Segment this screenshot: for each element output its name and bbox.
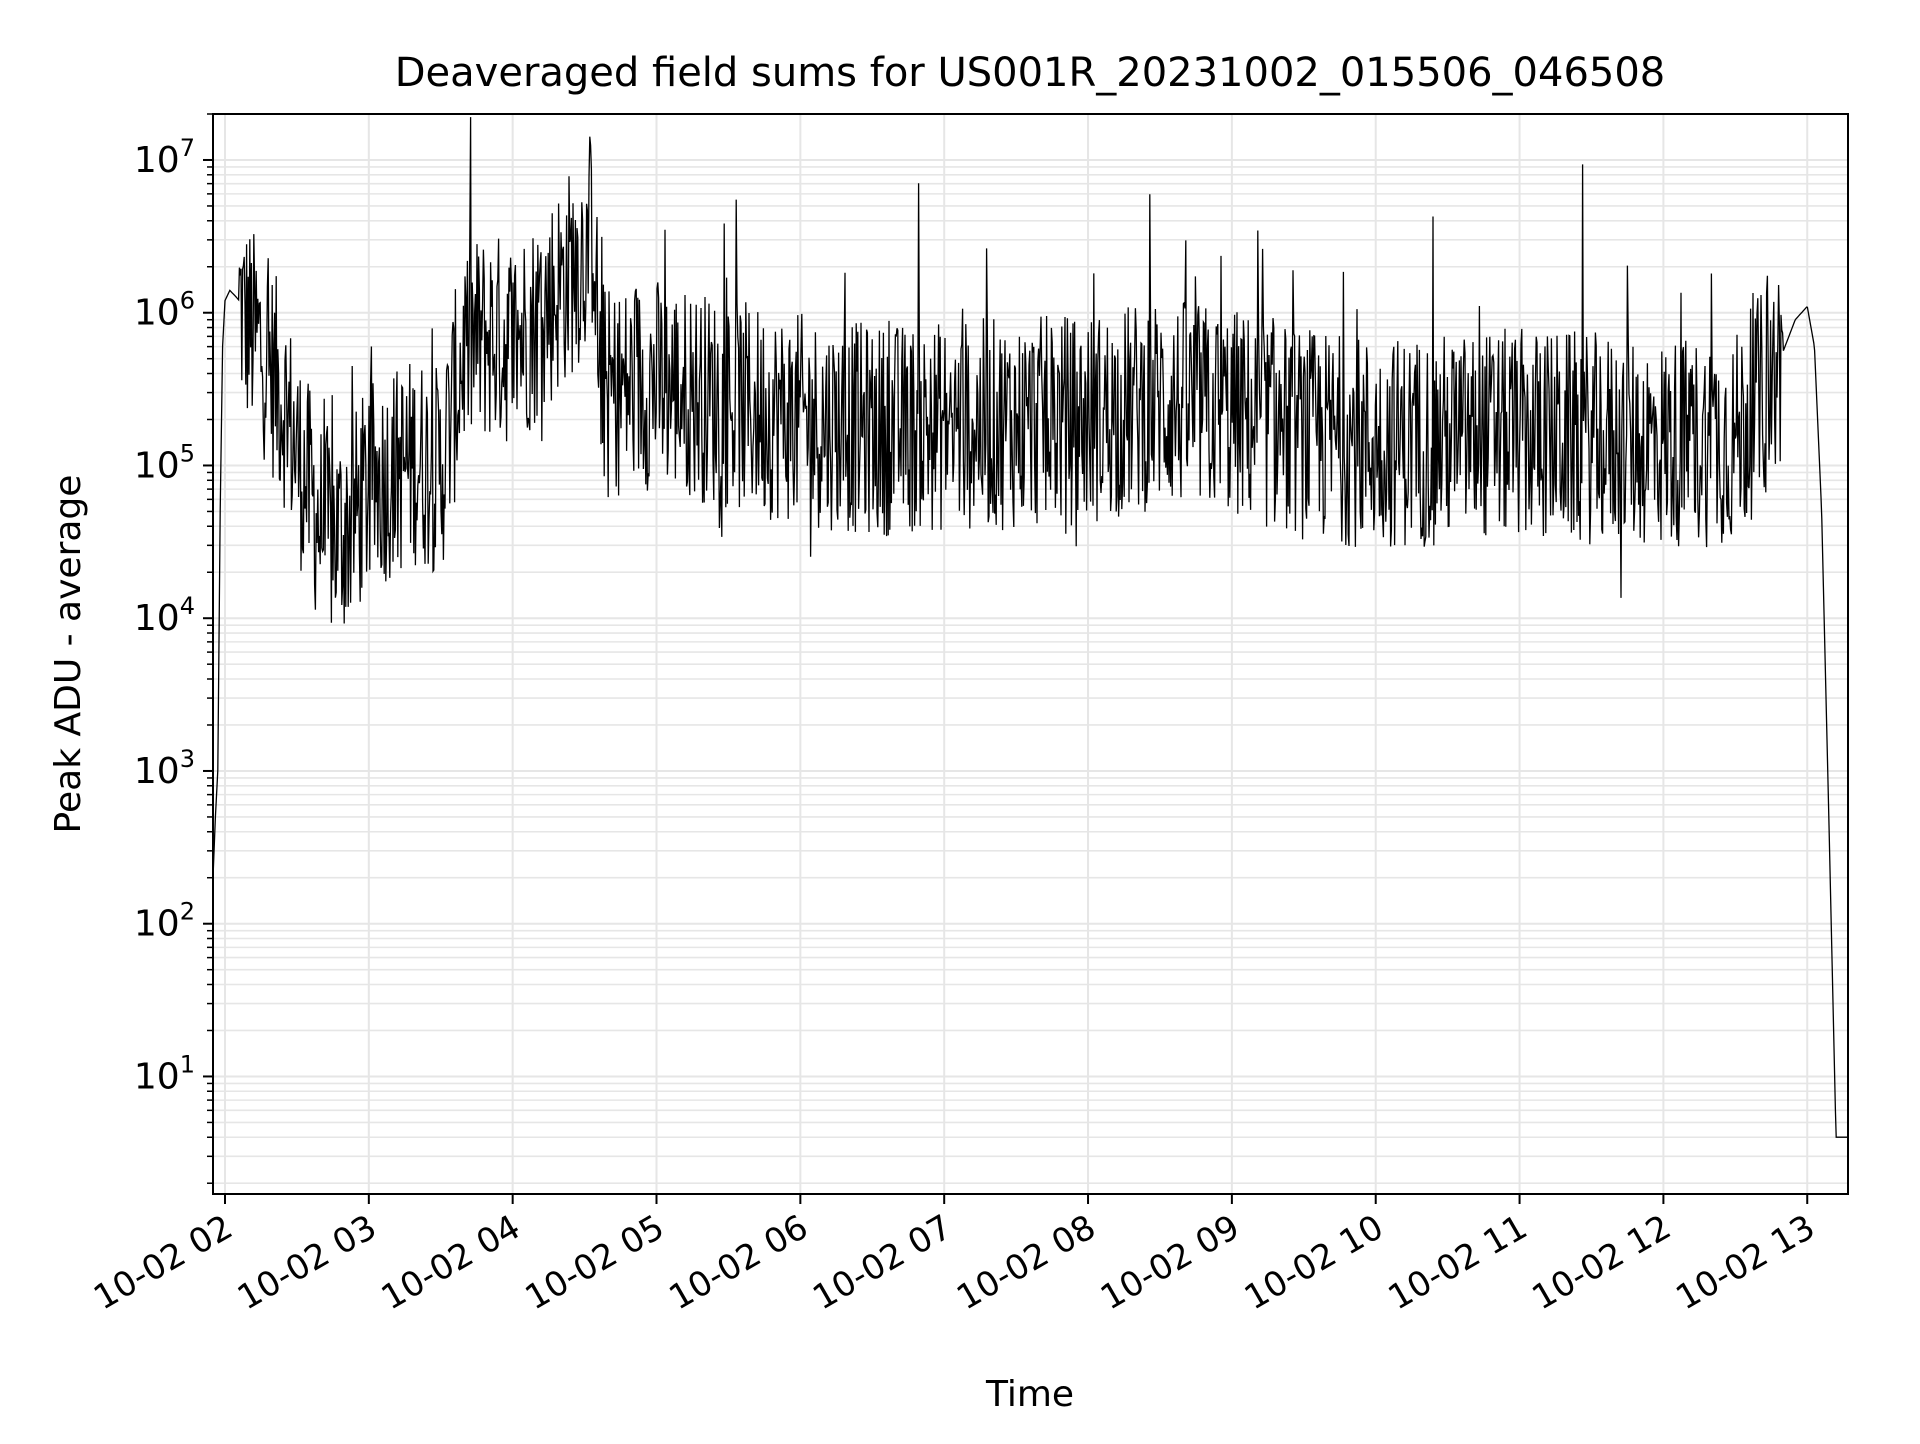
x-tick-label: 10-02 08 (950, 1207, 1102, 1318)
x-tick-label: 10-02 05 (519, 1207, 671, 1318)
y-axis-ticks: 101 102 103 104 105 106 107 (134, 113, 213, 1184)
y-tick-label: 101 (134, 1050, 195, 1097)
x-tick-label: 10-02 13 (1669, 1207, 1821, 1318)
y-axis-label: Peak ADU - average (48, 475, 89, 834)
x-tick-label: 10-02 12 (1526, 1207, 1678, 1318)
chart-title: Deaveraged field sums for US001R_2023100… (395, 50, 1666, 96)
y-tick-label: 102 (134, 898, 195, 945)
x-axis-label: Time (985, 1374, 1074, 1415)
x-tick-label: 10-02 10 (1238, 1207, 1390, 1318)
x-tick-label: 10-02 06 (662, 1207, 814, 1318)
y-tick-label: 107 (134, 134, 195, 181)
series-line (212, 117, 1848, 1138)
x-tick-label: 10-02 03 (231, 1207, 383, 1318)
x-tick-label: 10-02 04 (375, 1207, 527, 1318)
series-layer (212, 117, 1848, 1138)
x-tick-label: 10-02 09 (1094, 1207, 1246, 1318)
grid-lines (213, 113, 1848, 1194)
y-tick-label: 104 (134, 592, 195, 639)
x-tick-label: 10-02 02 (87, 1207, 239, 1318)
plot-frame (212, 113, 1849, 1195)
y-tick-label: 103 (134, 745, 195, 792)
x-tick-label: 10-02 07 (806, 1207, 958, 1318)
y-tick-label: 105 (134, 439, 195, 486)
x-tick-label: 10-02 11 (1382, 1207, 1534, 1318)
y-tick-label: 106 (134, 287, 195, 334)
